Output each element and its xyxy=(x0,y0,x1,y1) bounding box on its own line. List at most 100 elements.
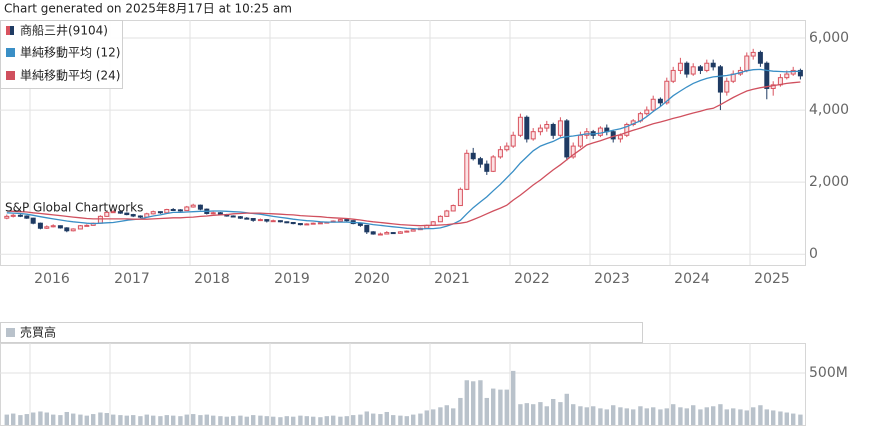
volume-bar xyxy=(751,407,756,425)
volume-bar xyxy=(371,413,376,425)
candle-body xyxy=(110,211,116,214)
volume-bar xyxy=(711,406,716,425)
volume-bar xyxy=(718,404,723,425)
volume-bar xyxy=(218,416,223,425)
candle-body xyxy=(37,222,43,229)
legend-items: 商船三井(9104) 単純移動平均 (12) 単純移動平均 (24) 売買高 xyxy=(6,23,120,340)
candle-body xyxy=(390,232,396,235)
watermark: S&P Global Chartworks xyxy=(5,201,143,215)
x-tick-label: 2024 xyxy=(674,271,710,287)
candle-body xyxy=(657,98,663,104)
legend-swatch xyxy=(10,26,14,35)
candle-body xyxy=(397,231,403,234)
candle-body xyxy=(690,66,696,75)
volume-bar xyxy=(584,407,589,425)
y-tick-label: 6,000 xyxy=(809,30,849,46)
candle-body xyxy=(344,219,350,222)
candle-body xyxy=(644,109,650,115)
volume-bar xyxy=(198,415,203,425)
volume-bar xyxy=(551,398,556,425)
volume-bar xyxy=(564,393,569,425)
marks xyxy=(4,48,803,425)
volume-bar xyxy=(398,415,403,425)
volume-bar xyxy=(458,397,463,425)
candle-body xyxy=(77,225,83,230)
legend-swatch xyxy=(6,48,15,57)
candle-body xyxy=(757,51,763,64)
volume-bar xyxy=(724,409,729,425)
candle-body xyxy=(530,131,536,140)
candle-body xyxy=(410,229,416,232)
candle-body xyxy=(157,211,163,214)
candle-body xyxy=(664,80,670,104)
candle-body xyxy=(70,228,76,232)
candle-body xyxy=(310,222,316,225)
volume-bar xyxy=(791,413,796,425)
price-panel xyxy=(0,20,806,266)
volume-bar xyxy=(278,417,283,425)
volume-bar xyxy=(671,404,676,425)
candle-body xyxy=(490,156,496,172)
volume-bar xyxy=(311,416,316,425)
volume-bar xyxy=(151,415,156,425)
candle-body xyxy=(57,225,63,229)
volume-bar xyxy=(531,404,536,425)
volume-bar xyxy=(244,416,249,425)
volume-bar xyxy=(344,416,349,425)
candle-body xyxy=(797,69,803,77)
candle-body xyxy=(770,84,776,89)
volume-bar xyxy=(271,416,276,425)
volume-bar xyxy=(131,415,136,425)
volume-bar xyxy=(331,415,336,425)
volume-bar xyxy=(51,414,56,425)
candle-body xyxy=(670,69,676,82)
volume-bar xyxy=(438,407,443,425)
candle-body xyxy=(724,80,730,93)
candle-body xyxy=(564,120,570,158)
volume-bar xyxy=(504,389,509,425)
volume-bar xyxy=(658,409,663,425)
candle-body xyxy=(237,216,243,219)
candle-body xyxy=(257,219,263,222)
candle-body xyxy=(370,231,376,235)
candle-body xyxy=(304,223,310,226)
candle-body xyxy=(697,66,703,71)
volume-bar xyxy=(604,409,609,425)
candle-body xyxy=(10,214,16,217)
volume-bar xyxy=(124,415,129,425)
candle-body xyxy=(50,225,56,228)
candle-body xyxy=(357,223,363,226)
candle-body xyxy=(30,217,36,224)
candle-body xyxy=(497,149,503,158)
candle-body xyxy=(104,211,110,217)
volume-bar xyxy=(31,412,36,425)
volume-bar xyxy=(104,413,109,425)
volume-bar xyxy=(698,409,703,425)
volume-bar xyxy=(544,406,549,425)
volume-bar xyxy=(291,416,296,425)
candle-body xyxy=(290,221,296,225)
volume-bar xyxy=(224,416,229,425)
candle-body xyxy=(277,220,283,223)
candle-body xyxy=(470,152,476,160)
volume-bar xyxy=(384,411,389,425)
volume-legend xyxy=(0,322,643,343)
candle-body xyxy=(137,215,143,218)
candle-body xyxy=(477,158,483,165)
volume-bar xyxy=(538,402,543,425)
legend-swatch xyxy=(6,26,10,35)
volume-bar xyxy=(484,397,489,425)
volume-bar xyxy=(764,409,769,425)
candle-body xyxy=(544,123,550,129)
x-tick-label: 2019 xyxy=(274,271,310,287)
volume-bar xyxy=(184,414,189,425)
volume-bar xyxy=(638,406,643,425)
volume-bar xyxy=(64,411,69,425)
candle-body xyxy=(170,209,176,212)
volume-bar xyxy=(571,404,576,425)
volume-bar xyxy=(478,380,483,425)
candle-body xyxy=(457,188,463,207)
volume-bar xyxy=(798,414,803,425)
volume-bar xyxy=(98,412,103,425)
